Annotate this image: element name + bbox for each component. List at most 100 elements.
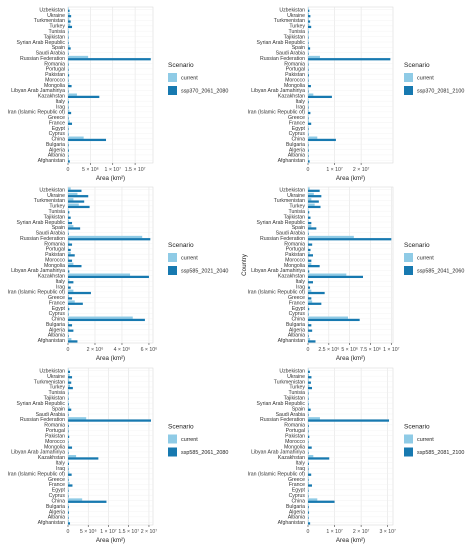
country-label: Saudi Arabia: [276, 51, 306, 57]
legend-label: current: [417, 76, 434, 82]
country-label: Turkmenistan: [34, 198, 65, 204]
bar-future: [68, 451, 69, 455]
legend-swatch: [168, 447, 177, 457]
country-label: Tajikistan: [44, 34, 65, 40]
bar-current: [308, 395, 309, 398]
bar-current: [308, 230, 309, 233]
legend-label: ssp585_2021_2040: [181, 269, 228, 275]
bar-current: [68, 230, 69, 233]
bar-future: [68, 117, 69, 120]
country-label: Ukraine: [287, 13, 305, 19]
country-label: Morocco: [285, 257, 305, 263]
bar-current: [308, 338, 311, 341]
bar-current: [308, 406, 309, 409]
bar-current: [68, 131, 69, 134]
bar-current: [308, 498, 318, 501]
country-label: Turkmenistan: [34, 379, 65, 385]
bar-current: [68, 77, 69, 80]
bar-future: [308, 227, 317, 230]
country-label: Mongolia: [284, 444, 305, 450]
country-label: Uzbekistan: [39, 7, 65, 13]
country-label: Afghanistan: [278, 520, 306, 526]
bar-current: [68, 373, 70, 377]
country-label: Iran (Islamic Republic of): [248, 471, 306, 477]
bar-current: [308, 152, 309, 155]
country-label: France: [289, 120, 305, 126]
bar-future: [308, 484, 312, 487]
country-label: Iran (Islamic Republic of): [248, 290, 306, 296]
bar-current: [68, 487, 69, 490]
bar-future: [68, 9, 70, 12]
legend-label: ssp585_2041_2060: [417, 269, 464, 275]
bar-future: [68, 221, 73, 225]
bar-current: [308, 12, 310, 16]
bar-future: [308, 128, 309, 131]
bar-current: [308, 268, 309, 271]
bar-future: [68, 63, 69, 66]
country-label: Kazakhstan: [278, 274, 305, 280]
bar-current: [308, 390, 309, 393]
bar-current: [68, 327, 70, 330]
bar-future: [308, 446, 312, 449]
legend-swatch: [168, 266, 177, 275]
bar-future: [68, 435, 70, 438]
bar-future: [68, 313, 69, 316]
bar-future: [308, 506, 309, 509]
bar-future: [308, 58, 391, 61]
country-label: Libyan Arab Jamahiriya: [251, 268, 305, 274]
bar-future: [308, 419, 390, 422]
bar-current: [308, 514, 309, 517]
bar-current: [68, 455, 77, 458]
bar-current: [68, 251, 71, 255]
bar-current: [68, 316, 133, 319]
bar-future: [68, 149, 69, 152]
bar-current: [308, 158, 309, 161]
bar-current: [68, 384, 71, 387]
bar-future: [68, 376, 73, 379]
bar-future: [308, 265, 320, 268]
bar-future: [68, 318, 145, 322]
bar-current: [308, 28, 309, 32]
panel-1: 0 5 × 10⁶ 1 × 10⁷ 1.5 × 10⁷ UzbekistanUkrain…: [8, 6, 228, 182]
bar-current: [68, 268, 69, 271]
country-label: Turkey: [49, 385, 65, 391]
bar-future: [68, 52, 69, 55]
bar-current: [308, 192, 314, 196]
bar-future: [308, 74, 309, 77]
x-axis-label: Area (km²): [336, 355, 365, 362]
country-label: Pakistan: [45, 72, 65, 78]
country-label: Libyan Arab Jamahiriya: [11, 88, 65, 94]
bar-future: [308, 211, 310, 214]
bar-current: [68, 28, 69, 32]
bar-current: [68, 71, 69, 75]
bar-future: [308, 243, 313, 246]
bar-current: [308, 104, 309, 107]
legend-title: Scenario: [168, 424, 194, 431]
bar-future: [308, 15, 311, 18]
bar-future: [308, 154, 309, 158]
country-label: Albania: [288, 153, 305, 159]
country-label: Italy: [295, 279, 305, 285]
bar-future: [308, 149, 309, 152]
bar-current: [308, 327, 309, 330]
bar-current: [68, 379, 70, 382]
legend-label: ssp585_2061_2080: [181, 450, 228, 456]
country-label: China: [51, 498, 65, 504]
bar-future: [308, 489, 309, 493]
bar-current: [308, 50, 309, 53]
country-label: Egypt: [292, 488, 306, 494]
legend-title: Scenario: [168, 242, 194, 249]
country-label: Turkmenistan: [274, 379, 305, 385]
bar-future: [68, 419, 151, 422]
bar-future: [308, 63, 309, 66]
country-label: Iraq: [296, 104, 305, 110]
country-label: Iran (Islamic Republic of): [8, 110, 66, 116]
bar-current: [68, 82, 70, 85]
country-label: Kazakhstan: [38, 455, 65, 461]
bar-future: [68, 95, 100, 99]
country-label: Italy: [295, 461, 305, 467]
bar-current: [308, 411, 309, 415]
country-label: Pakistan: [285, 252, 305, 258]
country-label: Russian Federation: [260, 417, 305, 423]
bar-current: [308, 379, 309, 382]
